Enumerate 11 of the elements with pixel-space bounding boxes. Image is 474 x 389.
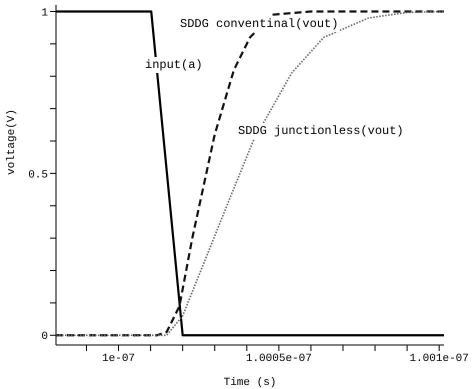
x-tick-label: 1.001e-07 xyxy=(409,352,469,365)
x-tick-label: 1.0005e-07 xyxy=(246,352,312,365)
series-label: SDDG junctionless(vout) xyxy=(236,123,406,139)
y-tick-label: 0.5 xyxy=(28,169,48,182)
series-label: SDDG conventinal(vout) xyxy=(178,16,340,32)
series-label: input(a) xyxy=(143,57,205,73)
y-axis-title: voltage(V) xyxy=(6,108,18,175)
x-axis-title: Time (s) xyxy=(224,377,276,389)
x-tick-label: 1e-07 xyxy=(102,352,136,365)
y-tick-label: 1 xyxy=(41,7,48,20)
y-tick-label: 0 xyxy=(41,331,48,344)
